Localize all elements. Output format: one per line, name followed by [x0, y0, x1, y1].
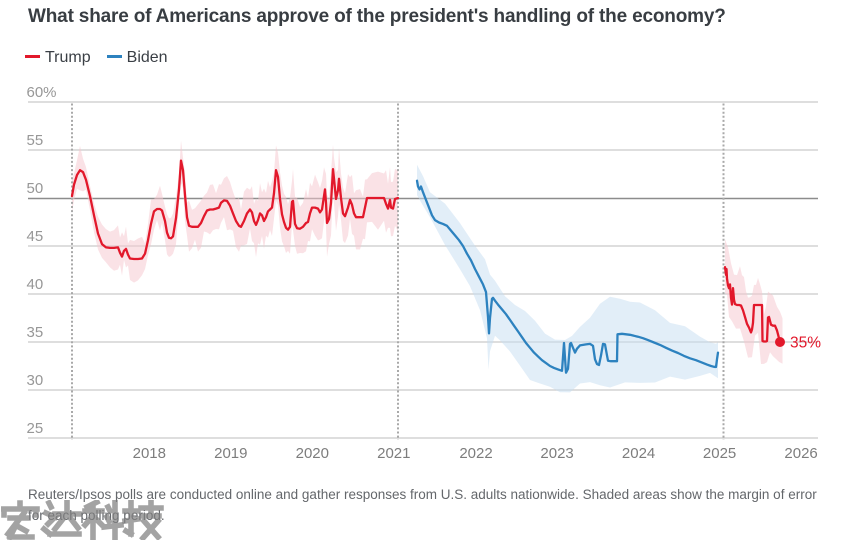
- svg-text:2025: 2025: [703, 445, 736, 462]
- svg-text:2018: 2018: [133, 445, 166, 462]
- svg-text:35: 35: [27, 324, 44, 341]
- svg-text:45: 45: [27, 228, 44, 245]
- svg-text:2020: 2020: [296, 445, 329, 462]
- svg-text:55: 55: [27, 132, 44, 149]
- svg-text:2019: 2019: [214, 445, 247, 462]
- svg-text:50: 50: [27, 180, 44, 197]
- svg-text:2026: 2026: [784, 445, 817, 462]
- svg-text:2022: 2022: [459, 445, 492, 462]
- svg-text:2021: 2021: [377, 445, 410, 462]
- svg-text:2024: 2024: [622, 445, 655, 462]
- svg-text:25: 25: [27, 420, 44, 437]
- svg-text:30: 30: [27, 372, 44, 389]
- svg-text:60%: 60%: [27, 84, 57, 101]
- svg-text:2023: 2023: [540, 445, 573, 462]
- svg-text:40: 40: [27, 276, 44, 293]
- svg-text:35%: 35%: [790, 335, 821, 352]
